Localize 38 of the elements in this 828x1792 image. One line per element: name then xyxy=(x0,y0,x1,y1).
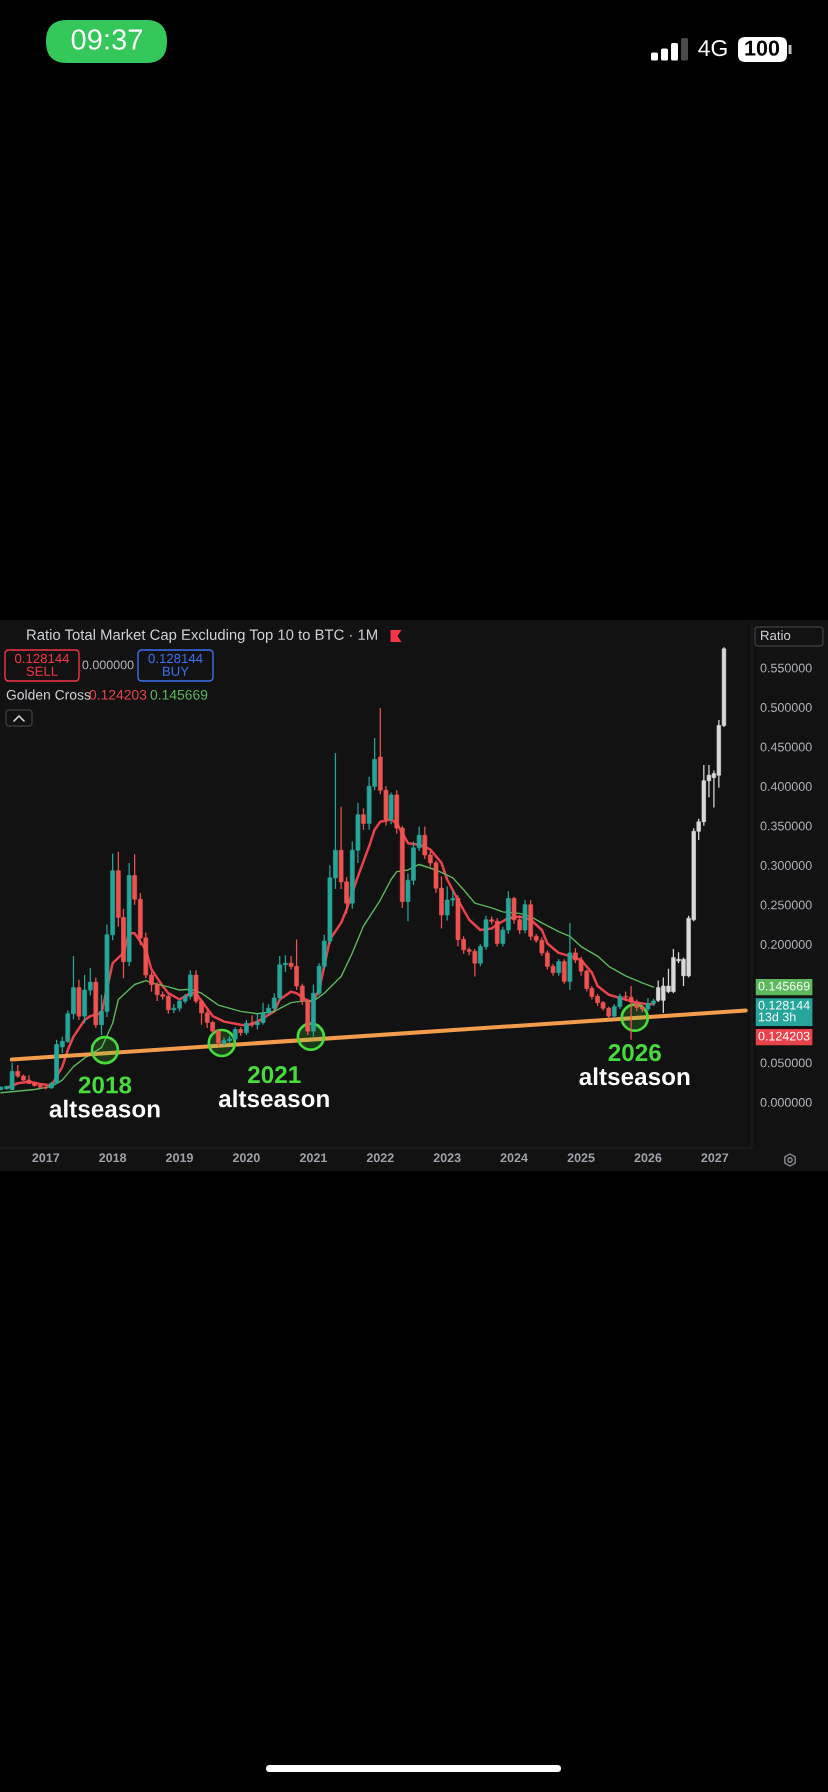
x-tick-label: 2022 xyxy=(366,1153,394,1163)
annotation: 2021 altseason xyxy=(218,1066,329,1108)
y-tick-label: 0.300000 xyxy=(760,861,812,870)
annotation: 0.128144 BUY xyxy=(148,653,203,676)
annotation: 2026 altseason xyxy=(579,1044,690,1086)
annotation: 0.000000 xyxy=(82,660,134,670)
y-tick-label: 0.450000 xyxy=(760,742,812,752)
text: 4G xyxy=(698,39,727,57)
annotation: 0.145669 xyxy=(150,689,208,700)
annotation: 2018 altseason xyxy=(49,1076,160,1118)
annotation: Golden Cross xyxy=(6,689,91,700)
text: 0.124203 xyxy=(758,1031,810,1041)
x-tick-label: 2017 xyxy=(32,1153,60,1163)
x-tick-label: 2018 xyxy=(99,1153,127,1163)
y-tick-label: 0.250000 xyxy=(760,900,812,910)
text: 09:37 xyxy=(71,29,143,50)
annotation: 0.128144 SELL xyxy=(15,653,70,676)
x-tick-label: 2025 xyxy=(567,1153,595,1163)
y-tick-label: 0.550000 xyxy=(760,663,812,673)
chart-title: Ratio Total Market Cap Excluding Top 10 to BTC · 1M xyxy=(27,629,377,643)
y-tick-label: 0.500000 xyxy=(760,703,812,712)
y-tick-label: 0.200000 xyxy=(760,940,812,949)
x-tick-label: 2020 xyxy=(232,1153,260,1163)
x-tick-label: 2019 xyxy=(166,1153,193,1163)
x-tick-label: 2024 xyxy=(500,1153,528,1163)
y-tick-label: 0.050000 xyxy=(760,1058,812,1068)
y-tick-label: 0.400000 xyxy=(760,782,812,791)
x-tick-label: 2021 xyxy=(299,1153,327,1163)
x-tick-label: 2026 xyxy=(634,1153,662,1163)
annotation: 0.124203 xyxy=(89,689,147,700)
x-tick-label: 2023 xyxy=(433,1153,461,1163)
y-tick-label: 0.000000 xyxy=(760,1097,812,1107)
text: 0.145669 xyxy=(758,981,810,991)
y-tick-label: 0.350000 xyxy=(760,821,812,831)
text: 100 xyxy=(745,40,780,56)
text: Ratio xyxy=(761,630,791,641)
text: 0.128144 13d 3h xyxy=(758,1000,810,1022)
x-tick-label: 2027 xyxy=(701,1153,729,1163)
